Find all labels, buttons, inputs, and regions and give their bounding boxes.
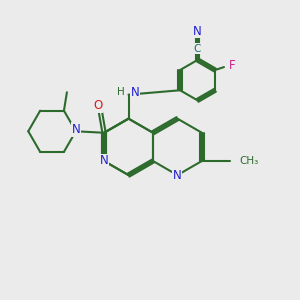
Text: F: F [228, 59, 235, 72]
Text: N: N [193, 25, 202, 38]
Text: CH₃: CH₃ [239, 156, 258, 166]
Text: N: N [72, 123, 81, 136]
Text: H: H [117, 87, 125, 97]
Text: O: O [93, 99, 103, 112]
Text: C: C [194, 44, 201, 54]
Text: N: N [131, 86, 140, 99]
Text: N: N [100, 154, 108, 167]
Text: N: N [173, 169, 182, 182]
